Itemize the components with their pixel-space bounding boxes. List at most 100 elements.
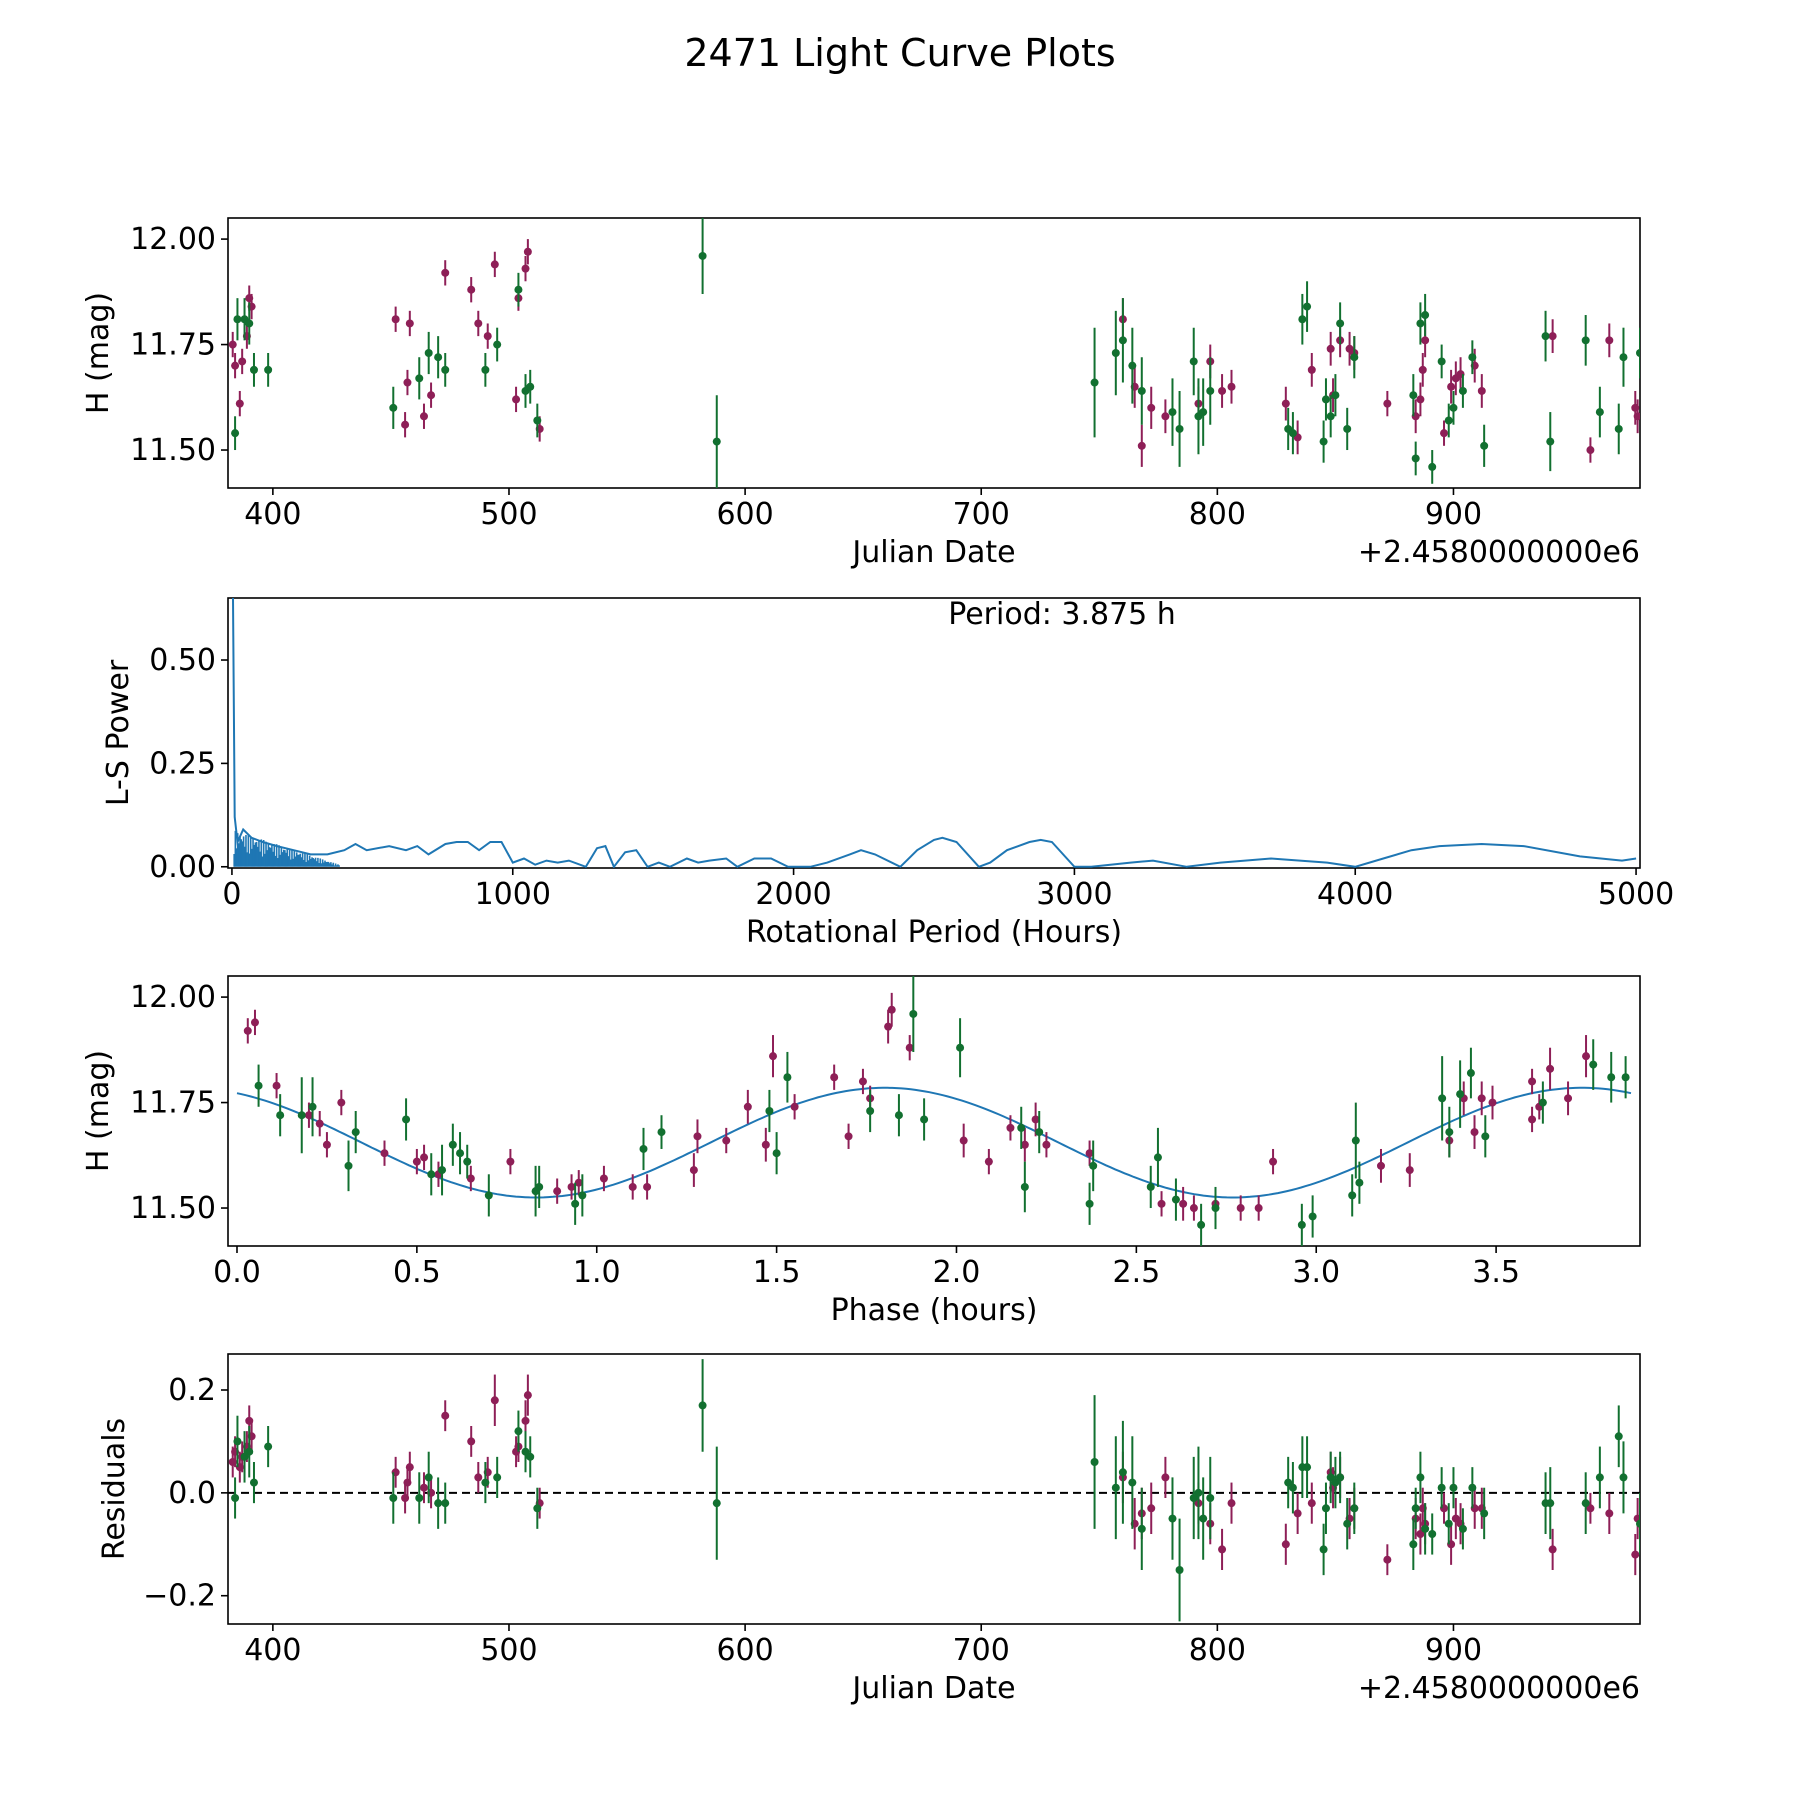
residuals-data-point <box>1218 1545 1227 1554</box>
phase-data-point <box>466 1174 475 1183</box>
phase-data-point <box>657 1128 666 1137</box>
light-curve-data-point <box>389 403 398 412</box>
phase-data-point <box>639 1144 648 1153</box>
residuals-data-point <box>1118 1468 1127 1477</box>
residuals-data-point <box>474 1473 483 1482</box>
phase-xlabel: Phase (hours) <box>831 1293 1038 1328</box>
residuals-data-point <box>1319 1545 1328 1554</box>
phase-data-point <box>254 1081 263 1090</box>
light-curve-xtick-label: 900 <box>1425 497 1482 532</box>
phase-data-point <box>553 1187 562 1196</box>
phase-data-point <box>1621 1073 1630 1082</box>
phase-data-point <box>1171 1195 1180 1204</box>
residuals-data-point <box>1227 1499 1236 1508</box>
residuals-data-point <box>1194 1488 1203 1497</box>
residuals-panel: Julian Date Residuals +2.4580000000e6 40… <box>97 1353 1641 1706</box>
residuals-ytick-label: 0.0 <box>168 1476 216 1511</box>
light-curve-data-point <box>1227 382 1236 391</box>
light-curve-xtick-label: 700 <box>953 497 1010 532</box>
residuals-data-point <box>490 1396 499 1405</box>
phase-data-point <box>427 1170 436 1179</box>
phase-data-point <box>571 1199 580 1208</box>
residuals-data-point <box>1449 1483 1458 1492</box>
residuals-data-point <box>526 1452 535 1461</box>
phase-data-point <box>448 1140 457 1149</box>
phase-data-point <box>790 1102 799 1111</box>
phase-data-point <box>1564 1094 1573 1103</box>
light-curve-data-point <box>493 340 502 349</box>
light-curve-data-point <box>1636 349 1640 357</box>
phase-data-point <box>844 1132 853 1141</box>
light-curve-xtick-label: 800 <box>1189 497 1246 532</box>
residuals-xtick-label: 400 <box>244 1633 301 1668</box>
phase-data-point <box>1236 1204 1245 1213</box>
phase-data-point <box>1254 1204 1263 1213</box>
residuals-data-point <box>1546 1499 1555 1508</box>
light-curve-xlabel: Julian Date <box>850 535 1015 570</box>
phase-data-point <box>1405 1166 1414 1175</box>
periodogram-ytick-label: 0.25 <box>149 746 216 781</box>
light-curve-data-point <box>427 391 436 400</box>
residuals-data-point <box>1168 1514 1177 1523</box>
light-curve-data-point <box>1336 319 1345 328</box>
phase-data-point <box>1546 1064 1555 1073</box>
light-curve-data-point <box>1343 424 1352 433</box>
residuals-data-point <box>1307 1499 1316 1508</box>
phase-data-point <box>920 1115 929 1124</box>
phase-ytick-label: 11.75 <box>130 1086 216 1121</box>
residuals-data-point <box>1293 1509 1302 1518</box>
residuals-ytick-label: −0.2 <box>143 1579 216 1614</box>
phase-xtick-label: 2.5 <box>1112 1255 1160 1290</box>
light-curve-data-point <box>1288 429 1297 438</box>
phase-data-point <box>344 1161 353 1170</box>
residuals-data-point <box>1444 1519 1453 1528</box>
light-curve-data-point <box>481 365 490 374</box>
residuals-data-point <box>424 1473 433 1482</box>
phase-data-point <box>1445 1128 1454 1137</box>
residuals-data-point <box>1206 1494 1215 1502</box>
phase-data-point <box>1470 1128 1479 1137</box>
residuals-xtick-label: 600 <box>716 1633 773 1668</box>
periodogram-panel: Rotational Period (Hours) L-S Power Peri… <box>101 597 1674 950</box>
phase-xtick-label: 3.5 <box>1472 1255 1520 1290</box>
light-curve-data-point <box>1409 391 1418 400</box>
residuals-data-point <box>434 1499 443 1508</box>
phase-data-point <box>276 1111 285 1120</box>
phase-data-point <box>463 1157 472 1166</box>
residuals-data-point <box>441 1499 450 1508</box>
phase-xtick-label: 1.0 <box>573 1255 621 1290</box>
phase-data-point <box>769 1052 778 1061</box>
periodogram-xlabel: Rotational Period (Hours) <box>746 915 1122 950</box>
light-curve-data-point <box>1586 446 1595 455</box>
phase-data-point <box>909 1009 918 1018</box>
light-curve-data-point <box>403 378 412 387</box>
phase-data-point <box>884 1022 893 1031</box>
residuals-data-point <box>1468 1483 1477 1492</box>
light-curve-data-point <box>698 251 707 260</box>
residuals-data-point <box>521 1416 530 1425</box>
phase-data-point <box>1477 1094 1486 1103</box>
phase-data-point <box>761 1140 770 1149</box>
light-curve-data-point <box>249 365 258 374</box>
phase-data-point <box>322 1140 331 1149</box>
residuals-data-point <box>1284 1478 1293 1487</box>
residuals-data-point <box>1199 1514 1208 1523</box>
phase-data-point <box>402 1115 411 1124</box>
light-curve-data-point <box>1298 315 1307 324</box>
model-fit-curve <box>236 1086 1632 1199</box>
light-curve-plot-frame <box>227 217 1641 489</box>
phase-data-point <box>1189 1204 1198 1213</box>
phase-data-point <box>1438 1094 1447 1103</box>
residuals-plot-area <box>228 1359 1640 1622</box>
phase-data-point <box>1589 1060 1598 1069</box>
light-curve-data-point <box>1307 365 1316 374</box>
phase-data-point <box>830 1073 839 1082</box>
light-curve-data-point <box>1189 357 1198 366</box>
residuals-data-point <box>533 1504 542 1513</box>
light-curve-data-point <box>441 268 450 277</box>
light-curve-xtick-label: 400 <box>244 497 301 532</box>
residuals-ytick-label: 0.2 <box>168 1373 216 1408</box>
residuals-xtick-label: 500 <box>480 1633 537 1668</box>
periodogram-plot-frame <box>227 597 1641 869</box>
residuals-data-point <box>1128 1478 1137 1487</box>
